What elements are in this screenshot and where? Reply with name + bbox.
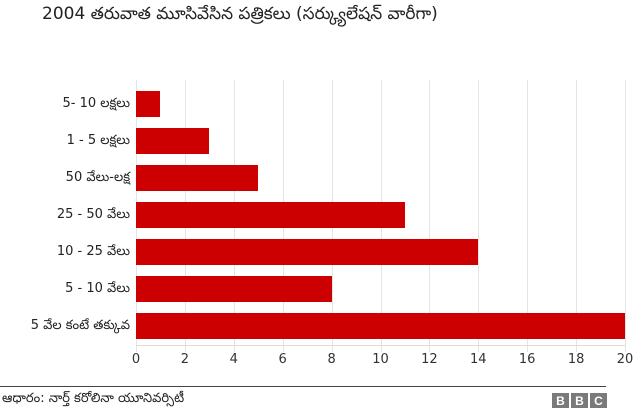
x-tick-label: 0 [131,352,141,367]
x-tick-label: 16 [518,352,536,367]
gridline [429,80,431,352]
x-tick-label: 14 [470,352,487,367]
x-tick-label: 12 [421,352,438,367]
x-tick-label: 6 [278,352,287,367]
chart-title: 2004 తరువాత మూసివేసిన పత్రికలు (సర్క్యుల… [42,4,438,24]
y-category-label: 5 వేల కంటే తక్కువ [30,318,130,333]
y-category-label: 25 - 50 వేలు [56,207,130,222]
plot-area [136,80,626,352]
x-tick-label: 4 [229,352,238,367]
bar [136,91,161,117]
x-tick-label: 10 [372,352,389,367]
source-divider [0,386,606,387]
bar [136,276,332,302]
logo-letter: C [590,393,607,408]
bar [136,313,625,339]
source-text: ఆధారం: నార్త్ కరోలినా యూనివర్సిటీ [2,391,185,406]
gridline [478,80,480,352]
x-tick-label: 18 [567,352,585,367]
x-tick-label: 8 [327,352,336,367]
x-tick-label: 20 [616,352,634,367]
bar [136,239,479,265]
y-category-label: 1 - 5 లక్షలు [66,133,130,148]
bar [136,165,259,191]
bbc-logo: B B C [552,393,607,408]
bar [136,202,405,228]
x-axis-line [136,345,625,346]
logo-letter: B [552,393,569,408]
bar [136,128,210,154]
gridline [527,80,529,352]
y-category-label: 5 - 10 వేలు [65,281,130,296]
logo-letter: B [571,393,588,408]
x-tick-label: 2 [180,352,190,367]
y-category-label: 5- 10 లక్షలు [62,96,131,111]
y-category-label: 50 వేలు-లక్ష [65,170,130,185]
gridline [625,80,626,352]
y-category-label: 10 - 25 వేలు [56,244,130,259]
gridline [576,80,578,352]
